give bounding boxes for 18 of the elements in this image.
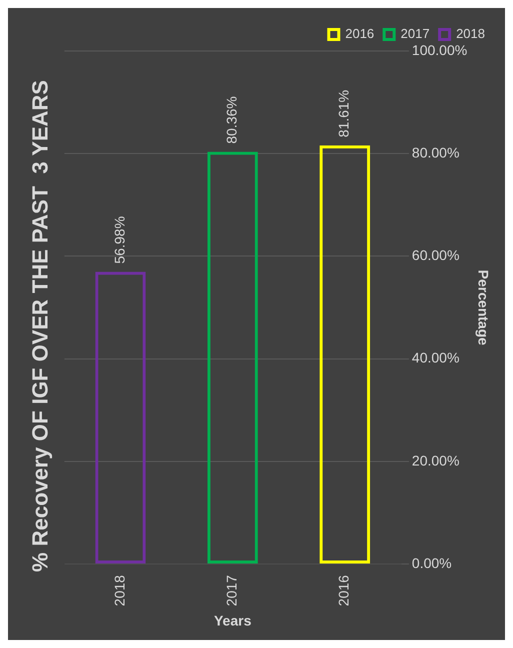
data-label: 80.36% — [224, 96, 240, 144]
x-axis-title: Years — [214, 612, 252, 628]
legend-label: 2016 — [345, 26, 374, 42]
y-axis-title: Percentage — [476, 270, 492, 346]
x-tick-label: 2016 — [336, 574, 352, 606]
data-label: 81.61% — [336, 90, 352, 138]
data-label: 56.98% — [111, 216, 128, 264]
y-tick-label: 0.00% — [412, 554, 452, 571]
y-tick-label: 40.00% — [412, 350, 460, 366]
y-tick-label: 80.00% — [412, 144, 460, 160]
y-tick-label: 100.00% — [412, 42, 468, 58]
x-tick-label: 2018 — [111, 574, 128, 606]
x-tick-label: 2017 — [224, 574, 240, 606]
legend-label: 2017 — [400, 26, 430, 42]
text: % Recovery OF IGF OVER THE PAST 3 YEARS — [27, 80, 52, 572]
legend-label: 2018 — [456, 26, 485, 42]
y-tick-label: 60.00% — [412, 247, 460, 264]
y-tick-label: 20.00% — [412, 452, 460, 468]
